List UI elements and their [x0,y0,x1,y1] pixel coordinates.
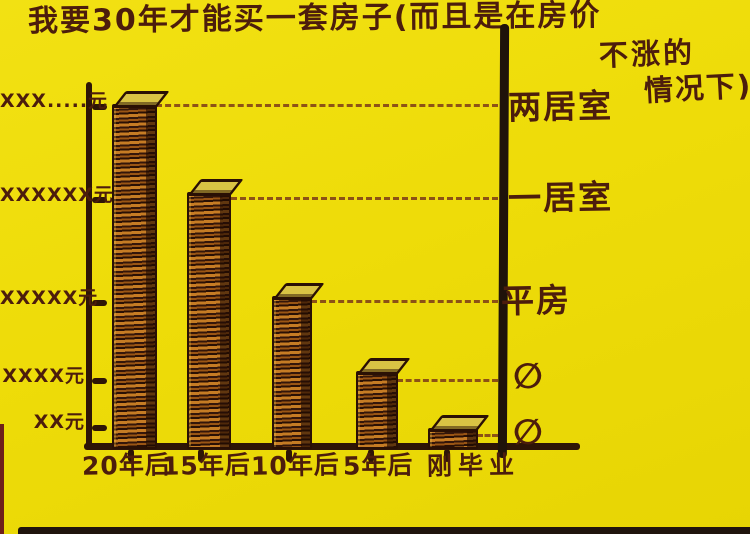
y-tick [92,378,107,384]
banknote-stack-body [112,104,157,449]
photo-edge-left [0,424,4,534]
x-axis-label: 20年后 [81,450,172,481]
banknote-stack-top [187,179,244,196]
y-axis-label: XXX.....元 [0,90,109,112]
x-tick [368,449,374,462]
banknote-stack-body [272,296,312,449]
bar-money-stack-5years [356,358,411,449]
banknote-stack-top [428,415,490,432]
chart-title-line1: 我要30年才能买一套房子(而且是在房价 [27,0,602,40]
y-axis-label: XX元 [33,411,85,433]
annotation-empty-set: ∅ [512,356,546,398]
x-axis-label: 15年后 [161,450,252,481]
annotation-bungalow: 平房 [500,280,572,321]
chart-title-line3: 情况下) [643,68,750,108]
bar-money-stack-10years [272,283,325,449]
y-tick [92,104,107,110]
x-axis-label: 5年后 [342,450,414,481]
y-axis-label: XXXX元 [2,365,85,387]
dashed-leader-line [477,434,498,437]
banknote-stack-body [187,192,231,449]
chart-title-line2: 不涨的 [598,35,696,73]
x-tick [198,449,204,462]
y-axis-line [86,82,92,448]
bar-money-stack-fresh-graduate [428,415,490,449]
dashed-leader-line [231,197,498,200]
photo-edge-bottom [18,527,750,534]
banknote-stack-top [356,358,411,375]
y-tick [92,425,107,431]
y-tick [92,197,107,203]
banknote-stack-top [272,283,325,300]
dashed-leader-line [311,300,498,303]
bar-money-stack-20years [112,91,170,449]
y-axis-label: XXXXX元 [0,287,99,309]
x-tick [128,449,134,462]
x-axis-label: 10年后 [250,450,341,481]
y-tick [92,300,107,306]
x-tick [444,449,450,462]
banknote-stack-body [356,371,398,449]
dashed-leader-line [397,379,498,382]
x-axis-line [84,443,580,450]
x-tick [286,449,292,462]
annotation-two-bedroom: 两居室 [507,86,614,127]
y-axis-label: XXXXXX元 [0,184,114,206]
x-axis-label: 刚毕业 [426,450,521,481]
dashed-leader-line [156,104,498,107]
bar-money-stack-15years [187,179,244,449]
annotation-one-bedroom: 一居室 [507,177,614,218]
annotation-empty-set: ∅ [512,412,546,454]
